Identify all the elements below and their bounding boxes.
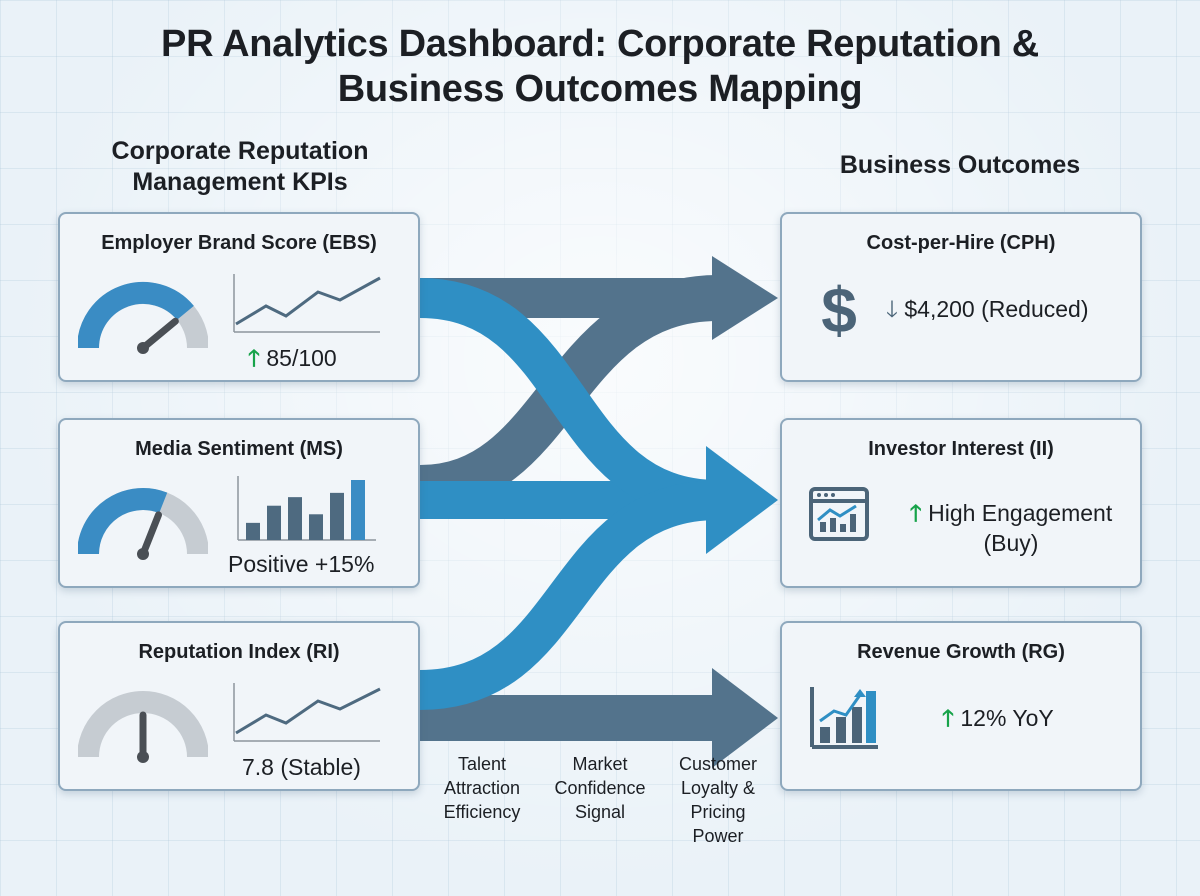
gauge-icon — [78, 691, 208, 763]
page-title-line-2: Business Outcomes Mapping — [337, 68, 863, 110]
bar-chart-icon — [237, 476, 376, 541]
kpi-card-ri[interactable]: Reputation Index (RI) 7.8 (Stable) — [58, 621, 420, 791]
kpi-value-row: 🡑 85/100 — [248, 344, 337, 372]
outcome-card-ii[interactable]: Investor Interest (II) 🡑 High Engagement… — [780, 418, 1142, 588]
kpi-card-title: Reputation Index (RI) — [138, 641, 340, 663]
page-title: PR Analytics Dashboard: Corporate Reputa… — [0, 22, 1200, 112]
flow-label-line: Attraction — [443, 778, 521, 798]
kpi-column-heading: Corporate Reputation Management KPIs — [60, 136, 420, 198]
outcome-value: 12% YoY — [960, 705, 1054, 731]
outcome-value-block: 🡑 High Engagement (Buy) — [886, 498, 1136, 558]
flow-label-line: Confidence — [554, 778, 646, 798]
trend-up-icon: 🡑 — [248, 345, 260, 371]
mini-bar — [309, 514, 323, 540]
kpi-value: Positive +15% — [228, 551, 375, 577]
kpi-card-title: Media Sentiment (MS) — [135, 438, 343, 460]
flow-ri-to-rg-arrowhead — [712, 668, 778, 768]
flow-label-line: Loyalty & — [680, 778, 756, 798]
kpi-card-title: Employer Brand Score (EBS) — [101, 232, 377, 254]
flow-label-talent: Talent Attraction Efficiency — [427, 752, 537, 824]
flow-label-line: Talent — [457, 754, 507, 774]
flow-ms-to-cph-arrowhead — [712, 256, 778, 340]
kpi-card-ms[interactable]: Media Sentiment (MS) Positive +15% — [58, 418, 420, 588]
outcomes-column-heading: Business Outcomes — [839, 151, 1081, 179]
flow-label-line: Signal — [574, 802, 626, 822]
flow-label-line: Efficiency — [443, 802, 521, 822]
outcome-value-line-2: (Buy) — [983, 530, 1039, 556]
outcome-card-title: Revenue Growth (RG) — [857, 641, 1065, 663]
outcome-value: $4,200 (Reduced) — [904, 296, 1089, 322]
flow-to-ii-arrowhead — [706, 446, 778, 554]
trend-down-icon: 🡓 — [886, 296, 898, 322]
stock-chart-window-icon — [809, 487, 869, 541]
kpi-card-ebs[interactable]: Employer Brand Score (EBS) 🡑 85/100 — [58, 212, 420, 382]
gauge-icon — [78, 488, 208, 560]
kpi-heading-line-2: Management KPIs — [132, 168, 348, 196]
trend-up-icon: 🡑 — [909, 500, 922, 526]
mini-bar — [288, 497, 302, 540]
mini-bar — [351, 480, 365, 540]
kpi-heading-line-1: Corporate Reputation — [111, 137, 369, 165]
flow-label-line: Pricing — [690, 802, 746, 822]
kpi-value: 7.8 (Stable) — [242, 754, 361, 780]
flow-label-line: Power — [692, 826, 744, 846]
outcome-value-row: 🡓 $4,200 (Reduced) — [886, 294, 1088, 324]
outcome-value-line-1: 🡑 High Engagement — [886, 498, 1136, 528]
flow-label-line: Market — [572, 754, 628, 774]
mini-bar — [267, 505, 281, 540]
gauge-icon — [78, 281, 208, 354]
page-title-line-1: PR Analytics Dashboard: Corporate Reputa… — [161, 23, 1039, 65]
flow-arrow-blue-group — [419, 278, 778, 710]
growth-bar-chart-icon — [810, 687, 878, 749]
outcome-card-rg[interactable]: Revenue Growth (RG) 🡑 12% YoY — [780, 621, 1142, 791]
flow-label-market: Market Confidence Signal — [545, 752, 655, 824]
svg-text:$: $ — [821, 276, 857, 342]
outcome-value-row: 🡑 12% YoY — [942, 703, 1054, 733]
line-chart-icon — [233, 683, 381, 742]
outcome-card-title: Cost-per-Hire (CPH) — [866, 232, 1056, 254]
outcome-card-cph[interactable]: Cost-per-Hire (CPH) $ 🡓 $4,200 (Reduced) — [780, 212, 1142, 382]
line-chart-icon — [233, 274, 381, 333]
outcome-card-title: Investor Interest (II) — [868, 438, 1054, 460]
flow-label-customer: Customer Loyalty & Pricing Power — [663, 752, 773, 848]
dollar-icon: $ — [821, 276, 857, 342]
mini-bar — [246, 522, 260, 540]
outcome-value: High Engagement — [928, 500, 1113, 526]
trend-up-icon: 🡑 — [942, 705, 954, 731]
mini-bar — [330, 492, 344, 540]
kpi-value: 85/100 — [266, 345, 337, 371]
flow-ri-to-ii-band — [419, 480, 719, 710]
flow-label-line: Customer — [678, 754, 758, 774]
